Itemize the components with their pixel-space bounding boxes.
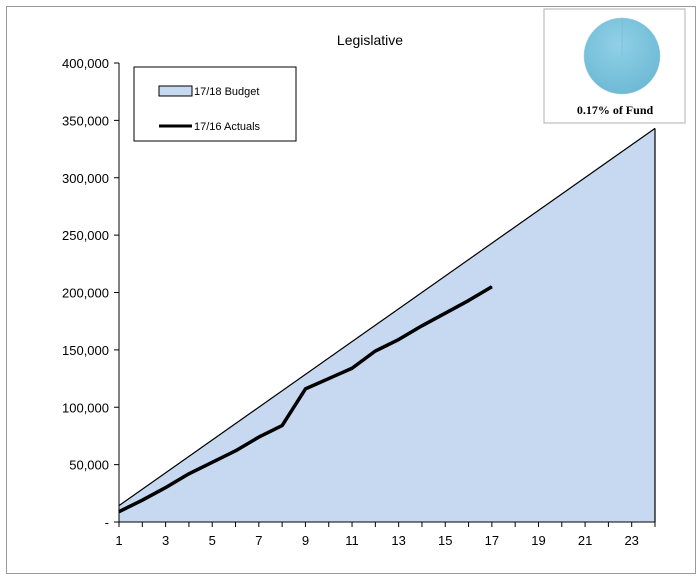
legend-label-actuals: 17/16 Actuals — [194, 121, 261, 133]
y-tick-label: 350,000 — [62, 113, 109, 128]
x-tick-label: 23 — [624, 533, 638, 548]
x-tick-label: 5 — [209, 533, 216, 548]
actuals-point — [118, 511, 120, 513]
actuals-point — [351, 367, 353, 369]
budget-area-edge — [118, 127, 656, 507]
x-tick-label: 13 — [391, 533, 405, 548]
actuals-point — [188, 473, 190, 475]
x-tick-label: 21 — [578, 533, 592, 548]
actuals-point — [398, 339, 400, 341]
x-tick-label: 11 — [345, 533, 359, 548]
x-tick-label: 1 — [115, 533, 122, 548]
actuals-point — [141, 499, 143, 501]
fund-share-pie — [583, 17, 661, 95]
x-tick-label: 3 — [162, 533, 169, 548]
x-tick-label: 19 — [531, 533, 545, 548]
legend-label-budget: 17/18 Budget — [194, 86, 259, 98]
legend-box — [133, 66, 297, 142]
y-tick-label: 50,000 — [69, 458, 109, 473]
x-tick-label: 9 — [302, 533, 309, 548]
actuals-point — [468, 300, 470, 302]
actuals-point — [235, 450, 237, 452]
x-tick-label: 7 — [255, 533, 262, 548]
y-tick-label: - — [105, 515, 109, 530]
chart-title: Legislative — [337, 32, 403, 48]
y-tick-label: 150,000 — [62, 343, 109, 358]
actuals-point — [374, 350, 376, 352]
actuals-point — [328, 378, 330, 380]
actuals-point — [165, 487, 167, 489]
legend: 17/18 Budget 17/16 Actuals — [133, 66, 297, 142]
y-tick-label: 300,000 — [62, 171, 109, 186]
actuals-point — [258, 436, 260, 438]
fund-share-label: 0.17% of Fund — [577, 103, 654, 117]
actuals-point — [444, 312, 446, 314]
plot-layer: - 50,000 100,000 150,000 200,000 250,000 300,0… — [62, 56, 656, 548]
y-tick-label: 100,000 — [62, 400, 109, 415]
budget-area — [119, 128, 655, 522]
actuals-point — [491, 286, 493, 288]
fund-share-inset: 0.17% of Fund — [543, 8, 686, 124]
x-tick-label: 15 — [438, 533, 452, 548]
actuals-point — [211, 461, 213, 463]
y-tick-label: 400,000 — [62, 56, 109, 71]
actuals-point — [281, 425, 283, 427]
x-tick-label: 17 — [485, 533, 499, 548]
legend-swatch-budget — [158, 85, 193, 97]
y-tick-label: 250,000 — [62, 228, 109, 243]
y-tick-label: 200,000 — [62, 286, 109, 301]
actuals-point — [304, 388, 306, 390]
actuals-point — [421, 325, 423, 327]
